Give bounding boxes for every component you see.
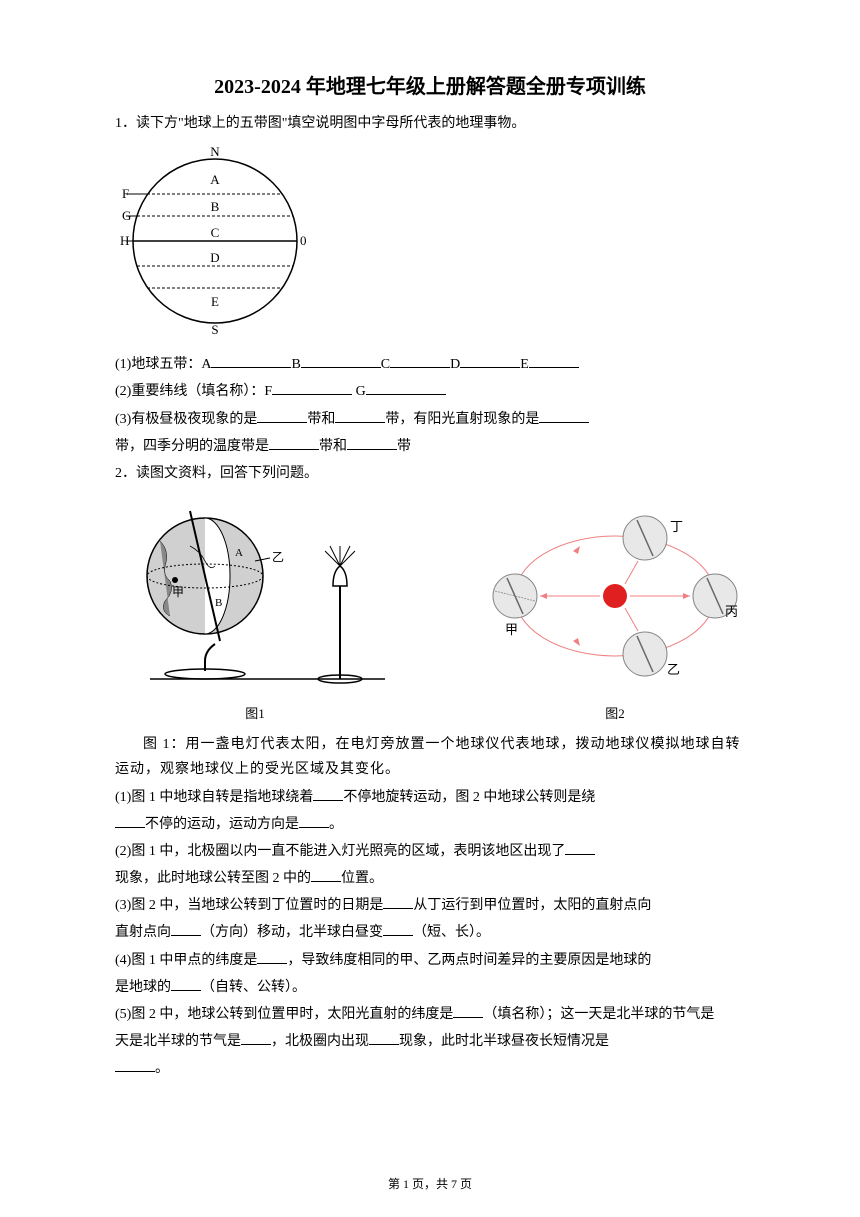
q1-p1: (1)地球五带：A B C D E bbox=[115, 352, 745, 377]
svg-text:B: B bbox=[211, 199, 220, 214]
svg-text:甲: 甲 bbox=[505, 622, 518, 637]
q2-p2: (2)图 1 中，北极圈以内一直不能进入灯光照亮的区域，表明该地区出现了 bbox=[115, 839, 745, 864]
text: G bbox=[352, 384, 366, 399]
q2-p1b: 不停的运动，运动方向是 。 bbox=[115, 812, 745, 837]
svg-text:E: E bbox=[211, 294, 219, 309]
text: 。 bbox=[155, 1061, 169, 1076]
q1-p3: (3)有极昼极夜现象的是 带和 带，有阳光直射现象的是 bbox=[115, 407, 745, 432]
q2-intro: 2．读图文资料，回答下列问题。 bbox=[115, 461, 745, 486]
q2-p1: (1)图 1 中地球自转是指地球绕着 不停地旋转运动，图 2 中地球公转则是绕 bbox=[115, 785, 745, 810]
text: D bbox=[450, 357, 460, 372]
svg-text:乙: 乙 bbox=[667, 662, 680, 677]
svg-text:A: A bbox=[235, 547, 243, 559]
svg-text:N: N bbox=[210, 144, 220, 159]
text: 不停地旋转运动，图 2 中地球公转则是绕 bbox=[343, 790, 595, 805]
text: ，导致纬度相同的甲、乙两点时间差异的主要原因是地球的 bbox=[287, 953, 651, 968]
svg-text:A: A bbox=[210, 172, 220, 187]
svg-text:乙: 乙 bbox=[272, 550, 284, 564]
text: (3)有极昼极夜现象的是 bbox=[115, 412, 257, 427]
q1-intro: 1．读下方"地球上的五带图"填空说明图中字母所代表的地理事物。 bbox=[115, 111, 745, 136]
q2-diagrams: 甲 乙 A B 图1 甲 bbox=[115, 496, 745, 722]
text: （短、长）。 bbox=[413, 925, 490, 940]
text: 位置。 bbox=[341, 871, 383, 886]
svg-text:丙: 丙 bbox=[725, 604, 738, 619]
text: (1)图 1 中地球自转是指地球绕着 bbox=[115, 790, 313, 805]
text: E bbox=[520, 357, 529, 372]
q2-p5b: 天是北半球的节气是，北极圈内出现现象，此时北半球昼夜长短情况是 bbox=[115, 1029, 745, 1054]
text: (5)图 2 中，地球公转到位置甲时，太阳光直射的纬度是 bbox=[115, 1007, 453, 1022]
text: (4)图 1 中甲点的纬度是 bbox=[115, 953, 257, 968]
text: (1)地球五带：A bbox=[115, 357, 211, 372]
text: 现象，此时地球公转至图 2 中的 bbox=[115, 871, 311, 886]
svg-text:丁: 丁 bbox=[670, 519, 683, 534]
page-title: 2023-2024 年地理七年级上册解答题全册专项训练 bbox=[115, 70, 745, 99]
text: （自转、公转）。 bbox=[201, 980, 306, 995]
text: 带和 bbox=[319, 439, 347, 454]
text: 带和 bbox=[307, 412, 335, 427]
q2-p3b: 直射点向（方向）移动，北半球白昼变（短、长）。 bbox=[115, 920, 745, 945]
text: 带 bbox=[397, 439, 411, 454]
text: ，北极圈内出现 bbox=[271, 1034, 369, 1049]
text: (2)图 1 中，北极圈以内一直不能进入灯光照亮的区域，表明该地区出现了 bbox=[115, 844, 565, 859]
svg-text:0: 0 bbox=[300, 233, 307, 248]
svg-text:G: G bbox=[122, 208, 131, 223]
text: 不停的运动，运动方向是 bbox=[145, 817, 299, 832]
text: 从丁运行到甲位置时，太阳的直射点向 bbox=[413, 898, 651, 913]
text: 现象，此时北半球昼夜长短情况是 bbox=[399, 1034, 609, 1049]
q2-p5c: 。 bbox=[115, 1056, 745, 1081]
svg-text:C: C bbox=[211, 225, 220, 240]
text: （填名称）；这一天是北半球的节气是 bbox=[483, 1007, 714, 1022]
fig1-container: 甲 乙 A B 图1 bbox=[115, 496, 395, 722]
q2-p2b: 现象，此时地球公转至图 2 中的 位置。 bbox=[115, 866, 745, 891]
fig1-label: 图1 bbox=[115, 703, 395, 722]
q2-p3: (3)图 2 中，当地球公转到丁位置时的日期是 从丁运行到甲位置时，太阳的直射点向 bbox=[115, 893, 745, 918]
text: 带，有阳光直射现象的是 bbox=[385, 412, 539, 427]
text: (2)重要纬线（填名称）：F bbox=[115, 384, 272, 399]
svg-text:F: F bbox=[122, 186, 129, 201]
fig2-label: 图2 bbox=[485, 703, 745, 722]
svg-text:B: B bbox=[215, 597, 222, 609]
svg-text:D: D bbox=[210, 250, 219, 265]
text: (3)图 2 中，当地球公转到丁位置时的日期是 bbox=[115, 898, 383, 913]
q2-p4b: 是地球的（自转、公转）。 bbox=[115, 975, 745, 1000]
fig2-container: 甲 丙 丁 乙 bbox=[485, 496, 745, 722]
text: C bbox=[381, 357, 390, 372]
q2-p5: (5)图 2 中，地球公转到位置甲时，太阳光直射的纬度是 （填名称）；这一天是北半… bbox=[115, 1002, 745, 1027]
q1-diagram: N S A B C D E F G H 0 bbox=[115, 144, 745, 344]
q1-p2: (2)重要纬线（填名称）：F G bbox=[115, 379, 745, 404]
text: （方向）移动，北半球白昼变 bbox=[201, 925, 383, 940]
q1-p3b: 带，四季分明的温度带是 带和 带 bbox=[115, 434, 745, 459]
q2-p4: (4)图 1 中甲点的纬度是 ，导致纬度相同的甲、乙两点时间差异的主要原因是地球的 bbox=[115, 948, 745, 973]
svg-text:甲: 甲 bbox=[172, 585, 184, 599]
text: 带，四季分明的温度带是 bbox=[115, 439, 269, 454]
text: B bbox=[291, 357, 300, 372]
svg-text:S: S bbox=[211, 322, 218, 337]
text: 。 bbox=[329, 817, 343, 832]
svg-text:H: H bbox=[120, 233, 129, 248]
q2-caption: 图 1：用一盏电灯代表太阳，在电灯旁放置一个地球仪代表地球，拨动地球仪模拟地球自… bbox=[115, 732, 745, 782]
page-footer: 第 1 页，共 7 页 bbox=[0, 1175, 860, 1192]
